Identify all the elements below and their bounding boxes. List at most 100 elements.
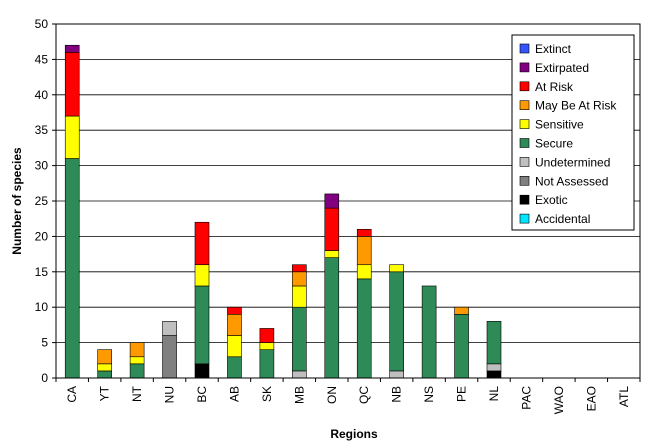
bar-segment-nt-secure <box>129 363 145 379</box>
bar-segment-nb-secure <box>389 271 404 372</box>
bar-segment-ab-at-risk <box>227 306 242 315</box>
bar-segment-ab-sensitive <box>227 335 242 358</box>
bar-segment-mb-at-risk <box>292 264 307 273</box>
legend: Extinct Extirpated At Risk May Be At Risk Se… <box>511 34 635 231</box>
bar-segment-nl-undetermined <box>486 363 502 372</box>
legend-label: Exotic <box>535 193 568 207</box>
legend-label: Undetermined <box>535 155 610 169</box>
legend-swatch <box>519 119 530 129</box>
bar-segment-ns-secure <box>421 285 437 379</box>
bar-segment-bc-sensitive <box>194 264 210 287</box>
bar-segment-nl-secure <box>486 321 502 365</box>
bar-segment-qc-sensitive <box>356 264 372 280</box>
bar-segment-sk-at-risk <box>259 328 275 343</box>
x-tick-label: ATL <box>617 386 631 407</box>
bar-segment-bc-exotic <box>194 363 210 379</box>
y-tick-label: 30 <box>35 159 49 173</box>
bar-segment-ca-at-risk <box>64 52 80 117</box>
x-tick-label: PAC <box>519 386 533 410</box>
bar-segment-on-sensitive <box>324 250 340 258</box>
bar-segment-ca-extirpated <box>64 44 80 53</box>
bar-segment-yt-sensitive <box>97 363 112 372</box>
bar-segment-ca-secure <box>64 158 80 379</box>
x-tick-label: SK <box>260 386 274 402</box>
bar-segment-mb-secure <box>292 306 307 372</box>
bar-segment-nu-undetermined <box>162 321 177 336</box>
legend-swatch <box>519 138 530 148</box>
x-tick-label: QC <box>357 386 371 404</box>
x-tick-label: NB <box>390 386 404 403</box>
bar-segment-mb-sensitive <box>292 285 307 308</box>
x-tick-label: NT <box>130 385 144 402</box>
bar-segment-yt-secure <box>97 370 112 379</box>
x-tick-label: WAO <box>552 386 566 414</box>
y-tick-label: 45 <box>35 52 49 66</box>
legend-swatch <box>519 157 530 167</box>
bars <box>64 44 502 379</box>
bar-segment-ab-may-be-at-risk <box>227 313 242 336</box>
bar-segment-nl-exotic <box>486 370 502 379</box>
x-tick-label: MB <box>292 386 306 404</box>
legend-label: May Be At Risk <box>535 99 617 113</box>
bar-segment-qc-may-be-at-risk <box>356 236 372 266</box>
legend-label: Secure <box>535 137 573 151</box>
x-tick-label: NL <box>487 386 501 402</box>
legend-swatch <box>519 194 530 205</box>
legend-label: Accidental <box>535 212 590 226</box>
x-tick-label: ON <box>325 386 339 404</box>
legend-swatch <box>519 62 530 73</box>
bar-segment-ca-sensitive <box>64 115 80 159</box>
y-tick-label: 20 <box>35 229 49 243</box>
y-tick-label: 0 <box>41 371 48 385</box>
x-tick-labels: CA YT NT NU BC AB SK MB ON QC NB NS PE NL PAC WAO EAO ATL <box>65 385 631 414</box>
legend-label: At Risk <box>535 80 574 94</box>
bar-segment-pe-may-be-at-risk <box>454 306 469 315</box>
bar-segment-yt-may-be-at-risk <box>97 349 112 365</box>
bar-segment-qc-secure <box>356 278 372 379</box>
y-tick-label: 15 <box>35 265 49 279</box>
bar-segment-on-secure <box>324 257 340 379</box>
bar-segment-nb-undetermined <box>389 370 404 379</box>
axes <box>55 23 641 382</box>
y-tick-label: 40 <box>35 88 49 102</box>
legend-label: Extirpated <box>535 61 589 75</box>
bar-segment-qc-at-risk <box>356 229 372 237</box>
y-tick-label: 25 <box>35 194 49 208</box>
legend-box <box>511 34 635 231</box>
bar-segment-mb-undetermined <box>292 370 307 379</box>
legend-label: Not Assessed <box>535 174 608 188</box>
y-tick-labels: 0 5 10 15 20 25 30 35 40 45 50 <box>35 17 49 385</box>
y-tick-label: 10 <box>35 300 49 314</box>
legend-swatch <box>519 213 530 224</box>
legend-label: Extinct <box>535 42 572 56</box>
y-tick-label: 50 <box>35 17 49 31</box>
bar-segment-nb-sensitive <box>389 264 404 273</box>
bar-segment-mb-may-be-at-risk <box>292 271 307 287</box>
legend-swatch <box>519 100 530 110</box>
bar-segment-nt-may-be-at-risk <box>129 342 145 358</box>
bar-segment-bc-secure <box>194 285 210 365</box>
x-tick-label: NS <box>422 386 436 403</box>
bar-segment-on-extirpated <box>324 193 340 209</box>
x-tick-label: PE <box>455 386 469 402</box>
legend-swatch <box>519 81 530 92</box>
y-tick-label: 35 <box>35 123 49 137</box>
bar-segment-sk-sensitive <box>259 342 275 350</box>
legend-swatch <box>519 176 530 186</box>
x-tick-label: CA <box>65 386 79 403</box>
y-tick-label: 5 <box>41 336 48 350</box>
bar-segment-nt-sensitive <box>129 356 145 365</box>
bar-segment-ab-secure <box>227 356 242 379</box>
x-tick-label: NU <box>163 386 177 403</box>
legend-swatch <box>519 43 530 54</box>
y-axis-title: Number of species <box>10 147 24 255</box>
bar-segment-bc-at-risk <box>194 221 210 266</box>
x-tick-label: BC <box>195 386 209 403</box>
x-tick-label: YT <box>98 385 112 401</box>
bar-segment-pe-secure <box>454 313 469 379</box>
x-axis-title: Regions <box>330 427 378 441</box>
bar-segment-on-at-risk <box>324 207 340 251</box>
legend-label: Sensitive <box>535 118 584 132</box>
x-tick-label: EAO <box>584 386 598 411</box>
